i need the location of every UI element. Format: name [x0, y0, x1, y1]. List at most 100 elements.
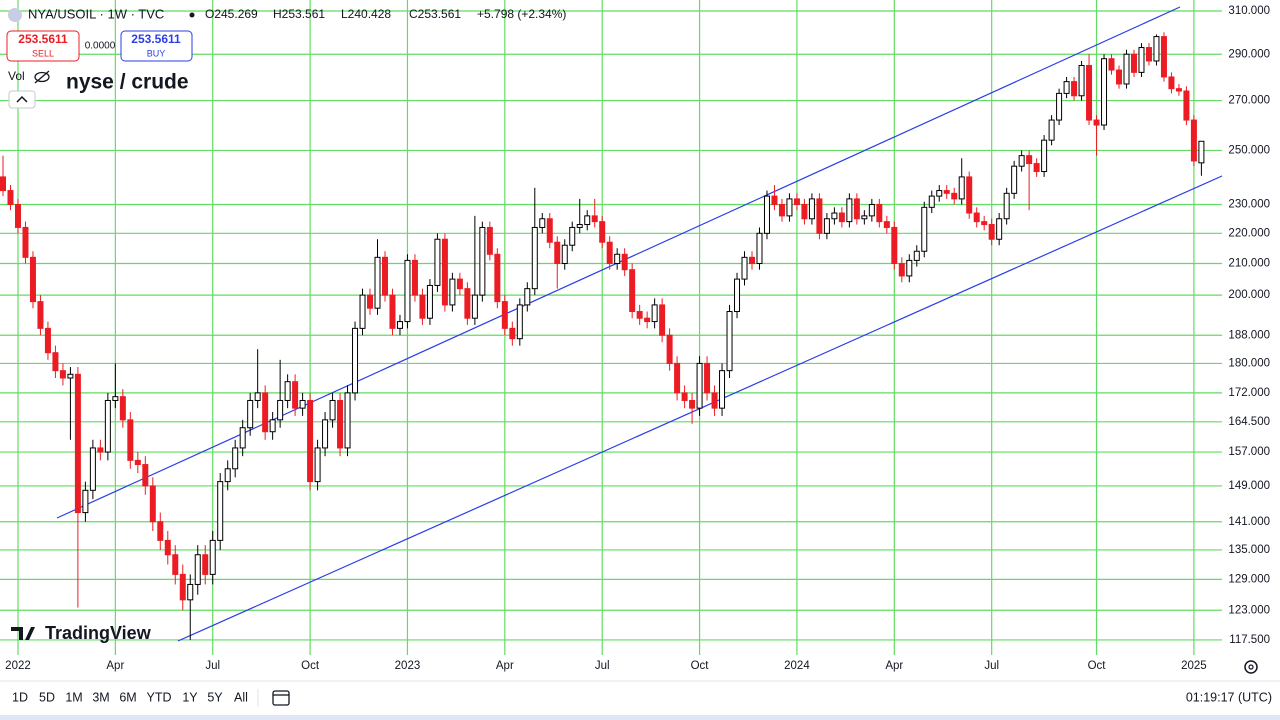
- candle-body: [59, 370, 66, 379]
- range-button[interactable]: 1M: [65, 690, 82, 704]
- candle-body: [142, 464, 149, 487]
- buy-button[interactable]: 253.5611 BUY: [120, 30, 193, 62]
- candle-body: [232, 447, 239, 470]
- candle-body: [172, 554, 179, 575]
- candle-body: [1145, 47, 1152, 62]
- candle-body: [1183, 90, 1190, 121]
- candle-body: [359, 294, 366, 329]
- candle-body: [734, 278, 741, 313]
- x-tick-label: Apr: [885, 660, 903, 672]
- buy-label[interactable]: BUY: [147, 48, 166, 58]
- candle-body: [314, 447, 321, 483]
- candle-body: [996, 218, 1003, 240]
- collapse-box[interactable]: [8, 90, 36, 109]
- candle-body: [599, 221, 606, 243]
- candle-body: [621, 253, 628, 271]
- range-button[interactable]: 5D: [39, 690, 55, 704]
- candle-body: [104, 399, 111, 453]
- candle-body: [951, 192, 958, 200]
- gear[interactable]: [1244, 660, 1258, 674]
- candle-body: [119, 396, 126, 421]
- collapse-button[interactable]: [8, 90, 36, 109]
- trend-channel: [56, 6, 1222, 642]
- ohlc-open: O245.269: [205, 7, 258, 21]
- candle-body: [629, 269, 636, 313]
- range-button[interactable]: 5Y: [207, 690, 223, 704]
- clock: 01:19:17 (UTC): [1186, 690, 1272, 704]
- grid: [0, 0, 1222, 655]
- range-button[interactable]: YTD: [147, 690, 172, 704]
- candle-body: [22, 226, 29, 258]
- range-button[interactable]: 3M: [92, 690, 109, 704]
- candle-body: [614, 253, 621, 264]
- x-tick-label: Jul: [595, 660, 610, 672]
- range-button[interactable]: 6M: [119, 690, 136, 704]
- legend-header: NYA/USOIL · 1W · TVC O245.269 H253.561 L…: [8, 6, 566, 22]
- eye[interactable]: [34, 71, 50, 83]
- candle-body: [1041, 139, 1048, 173]
- candle-body: [217, 481, 224, 541]
- candle-body: [247, 399, 254, 429]
- range-button[interactable]: All: [234, 690, 248, 704]
- y-tick-label: 250.000: [1228, 144, 1270, 156]
- candle-body: [194, 554, 201, 585]
- candle-body: [883, 221, 890, 228]
- candle-body: [1108, 58, 1115, 71]
- y-tick-label: 135.000: [1228, 544, 1270, 556]
- buy-price[interactable]: 253.5611: [131, 32, 181, 46]
- calendar[interactable]: [272, 690, 290, 706]
- collapse-chevron[interactable]: [16, 95, 28, 103]
- candle-body: [1026, 155, 1033, 165]
- candle-body: [37, 301, 44, 329]
- candle-body: [157, 521, 164, 541]
- candle-body: [876, 204, 883, 223]
- chart-note: nyse / crude: [66, 71, 189, 94]
- candle-body: [913, 250, 920, 261]
- y-tick-label: 210.000: [1228, 258, 1270, 270]
- sell-price[interactable]: 253.5611: [18, 32, 68, 46]
- candle-body: [838, 212, 845, 223]
- range-button[interactable]: 1Y: [182, 690, 198, 704]
- candle-body: [531, 226, 538, 290]
- axes: 310.000 290.000 270.000 250.000 230.000 220.0…: [5, 5, 1270, 672]
- buy-box[interactable]: [120, 30, 193, 62]
- sell-button[interactable]: 253.5611 SELL: [6, 30, 80, 62]
- candle-body: [449, 278, 456, 306]
- candle-body: [471, 294, 478, 319]
- settings-icon[interactable]: [1244, 660, 1258, 674]
- y-tick-label: 310.000: [1228, 5, 1270, 17]
- candle-body: [1018, 155, 1025, 167]
- hide-volume-icon[interactable]: [34, 70, 50, 84]
- y-tick-label: 117.500: [1229, 634, 1270, 646]
- date-range-icon[interactable]: [272, 690, 290, 706]
- x-tick-label: Apr: [496, 660, 514, 672]
- candle-body: [1056, 92, 1063, 121]
- candle-body: [82, 489, 89, 514]
- y-tick-label: 220.000: [1228, 227, 1270, 239]
- candle-body: [1003, 192, 1010, 220]
- sell-label[interactable]: SELL: [32, 48, 54, 58]
- spread: 0.0000: [85, 41, 116, 52]
- candle-body: [1033, 163, 1040, 173]
- candle-body: [921, 206, 928, 252]
- sell-box[interactable]: [6, 30, 80, 62]
- gear-hub[interactable]: [1248, 664, 1254, 670]
- x-tick-label: Apr: [106, 660, 124, 672]
- candle-body: [262, 392, 269, 433]
- candle-body: [1078, 65, 1085, 97]
- candle-body: [726, 311, 733, 372]
- range-button[interactable]: 1D: [12, 690, 28, 704]
- candle-body: [329, 399, 336, 421]
- candle-body: [464, 288, 471, 319]
- candle-body: [224, 468, 231, 483]
- symbol: NYA/USOIL · 1W · TVC: [28, 6, 164, 21]
- candle-body: [374, 256, 381, 309]
- candle-body: [404, 259, 411, 323]
- candle-body: [1116, 69, 1123, 85]
- candle-body: [584, 215, 591, 226]
- status-dot: [189, 12, 195, 18]
- candle-body: [1101, 58, 1108, 126]
- candle-body: [539, 218, 546, 228]
- eye-slash[interactable]: [34, 70, 50, 84]
- candle-body: [494, 253, 501, 303]
